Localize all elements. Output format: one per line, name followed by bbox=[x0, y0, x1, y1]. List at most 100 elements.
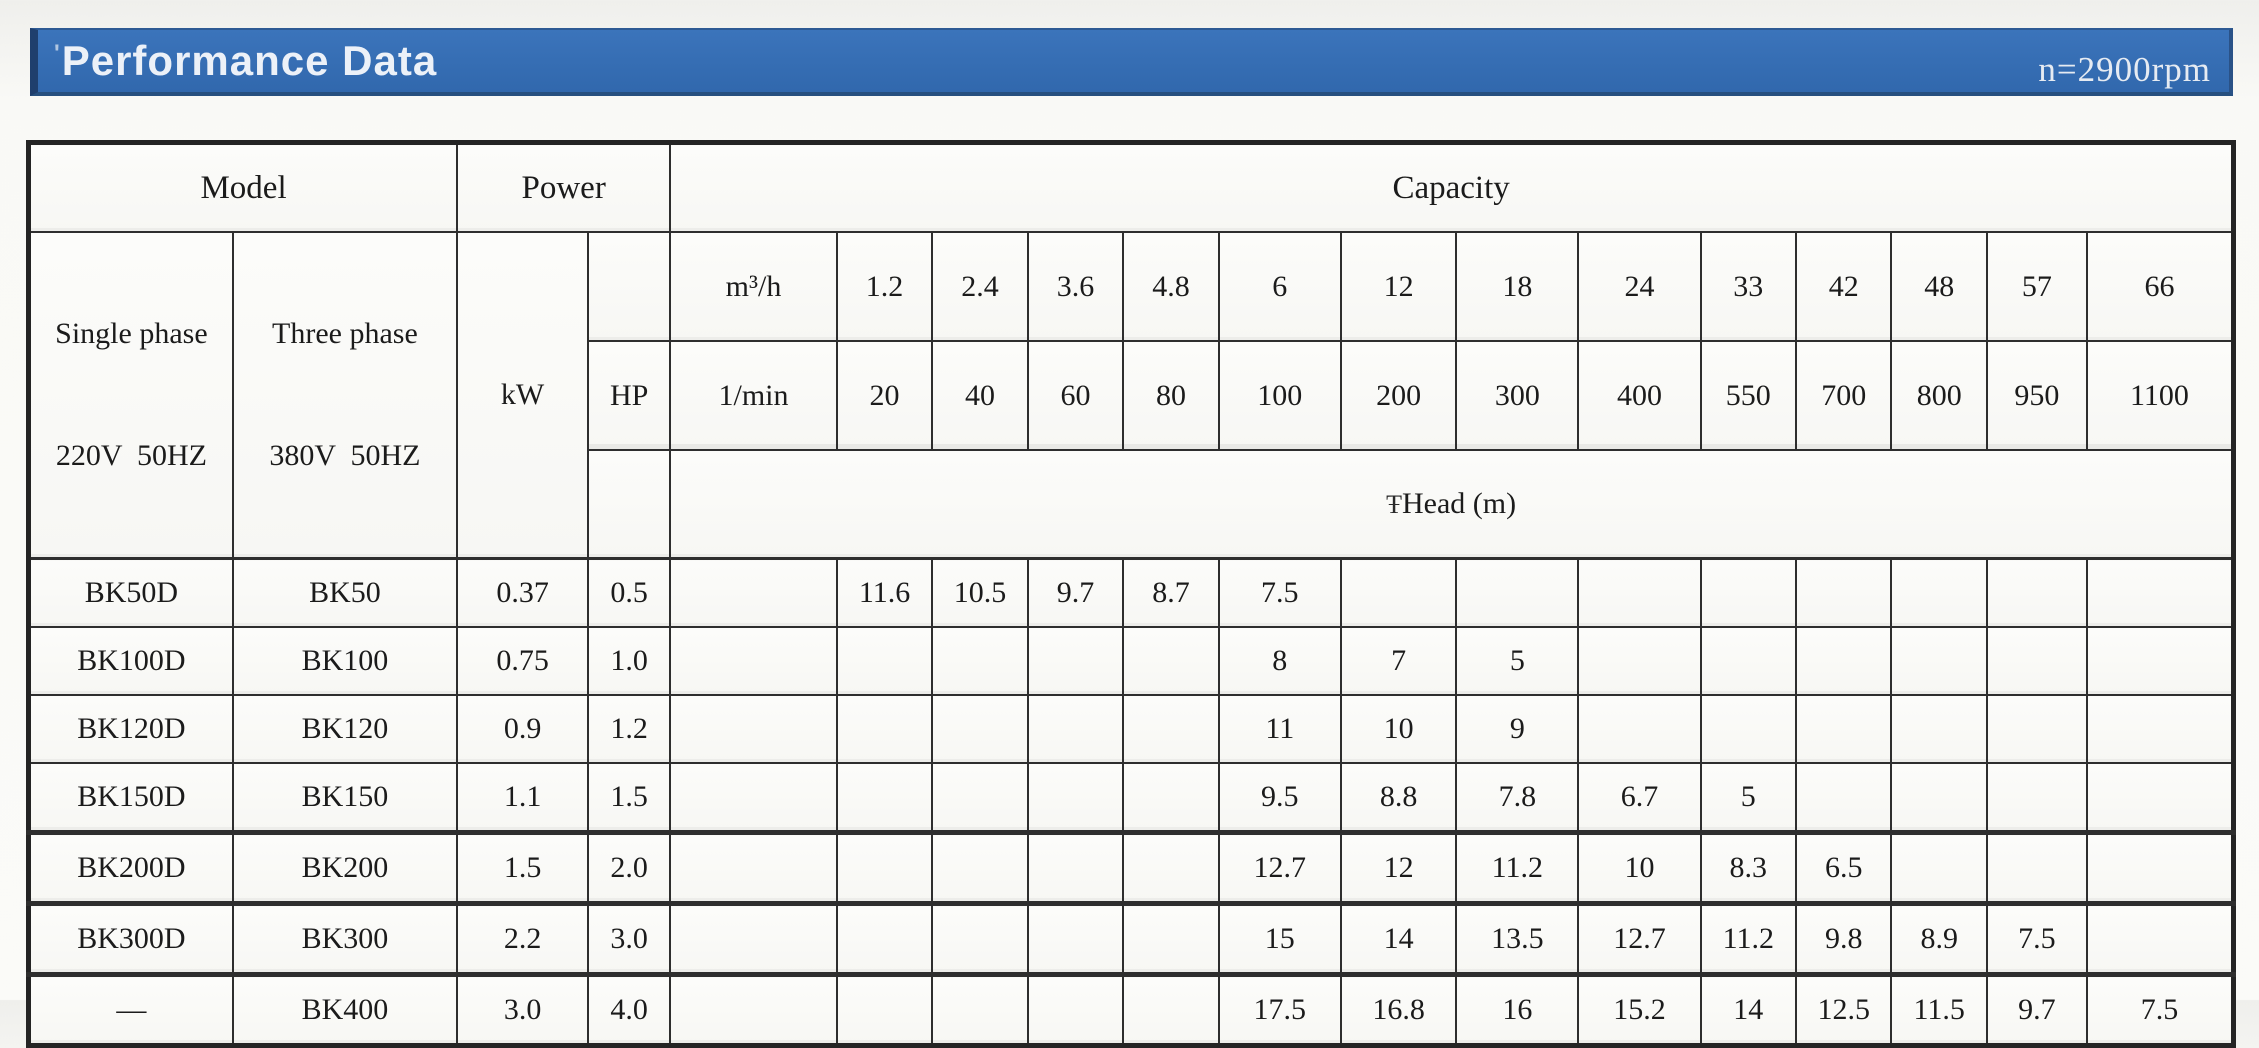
head-value-cell bbox=[931, 972, 1029, 1047]
head-value-cell bbox=[1794, 557, 1893, 628]
head-value-cell: 8.9 bbox=[1890, 901, 1988, 976]
flow-value-cell: 800 bbox=[1890, 340, 1988, 451]
head-value-cell bbox=[1985, 557, 2088, 628]
head-value-cell bbox=[2085, 557, 2235, 628]
head-value-cell: 5 bbox=[1455, 626, 1580, 696]
head-value-cell: 15.2 bbox=[1577, 972, 1702, 1047]
kw-value-cell: 0.37 bbox=[456, 557, 590, 628]
kw-value-cell: 0.75 bbox=[456, 626, 590, 696]
head-value-cell: 9.7 bbox=[1026, 557, 1125, 628]
head-value-cell: 16 bbox=[1455, 972, 1580, 1047]
model-single-cell: BK100D bbox=[27, 626, 234, 696]
head-value-cell: 12.7 bbox=[1217, 830, 1342, 905]
head-value-cell bbox=[931, 626, 1029, 696]
head-value-cell: 11.6 bbox=[835, 557, 934, 628]
flow-value-cell: 1100 bbox=[2085, 340, 2235, 451]
head-value-cell bbox=[1122, 830, 1220, 905]
head-value-cell bbox=[1026, 901, 1125, 976]
flow-value-cell: 550 bbox=[1699, 340, 1798, 451]
head-value-cell bbox=[1985, 762, 2088, 834]
kw-value-cell: 1.5 bbox=[456, 830, 590, 905]
flow-value-cell: 24 bbox=[1577, 230, 1702, 343]
head-value-cell: 7.8 bbox=[1455, 762, 1580, 834]
flow-value-cell: 300 bbox=[1455, 340, 1580, 451]
head-value-cell bbox=[1890, 830, 1988, 905]
head-value-cell bbox=[1122, 901, 1220, 976]
head-value-cell: 7 bbox=[1339, 626, 1458, 696]
three-phase-line2: 380V 50HZ bbox=[269, 438, 421, 472]
model-single-cell: BK300D bbox=[27, 901, 234, 976]
model-three-cell: BK100 bbox=[231, 626, 459, 696]
unit-spacer-cell bbox=[669, 762, 838, 834]
head-value-cell: 6.5 bbox=[1794, 830, 1893, 905]
single-phase-line1: Single phase bbox=[55, 317, 208, 350]
head-value-cell bbox=[2085, 626, 2235, 696]
model-single-cell: BK120D bbox=[27, 694, 234, 764]
head-value-cell bbox=[1985, 626, 2088, 696]
head-value-cell bbox=[1794, 694, 1893, 764]
head-value-cell bbox=[1890, 626, 1988, 696]
hp-spacer-bottom-cell bbox=[587, 448, 672, 560]
capacity-m3h-row: Single phase 220V 50HZ Three phase 380V … bbox=[27, 230, 2235, 560]
head-value-cell bbox=[1455, 557, 1580, 628]
flow-value-cell: 100 bbox=[1217, 340, 1342, 451]
head-value-cell: 14 bbox=[1339, 901, 1458, 976]
head-value-cell bbox=[1026, 830, 1125, 905]
table-row: BK200D BK200 1.5 2.0 12.7 12 11.2 10 8.3… bbox=[27, 830, 2235, 905]
unit-spacer-cell bbox=[669, 557, 838, 628]
performance-data-table: Model Power Capacity Single phase 220V 5… bbox=[26, 140, 2236, 1048]
scan-artifact-mark: ' bbox=[54, 40, 61, 67]
kw-value-cell: 3.0 bbox=[456, 972, 590, 1047]
hp-value-cell: 1.2 bbox=[587, 694, 672, 764]
head-value-cell bbox=[1122, 694, 1220, 764]
head-value-cell: 11 bbox=[1217, 694, 1342, 764]
head-value-cell: 8.3 bbox=[1699, 830, 1798, 905]
hp-value-cell: 1.0 bbox=[587, 626, 672, 696]
model-single-cell: — bbox=[27, 972, 234, 1047]
flow-value-cell: 6 bbox=[1217, 230, 1342, 343]
model-three-cell: BK200 bbox=[231, 830, 459, 905]
head-value-cell bbox=[1699, 626, 1798, 696]
model-single-cell: BK150D bbox=[27, 762, 234, 834]
model-header-cell: Model bbox=[27, 141, 459, 233]
model-single-cell: BK200D bbox=[27, 830, 234, 905]
model-three-cell: BK300 bbox=[231, 901, 459, 976]
model-three-cell: BK50 bbox=[231, 557, 459, 628]
head-value-cell bbox=[835, 972, 934, 1047]
flow-value-cell: 12 bbox=[1339, 230, 1458, 343]
head-value-cell bbox=[1026, 762, 1125, 834]
flow-value-cell: 2.4 bbox=[931, 230, 1029, 343]
section-title-banner: 'Performance Data n=2900rpm bbox=[30, 28, 2233, 96]
table-header-row: Model Power Capacity bbox=[27, 141, 2235, 233]
head-value-cell: 15 bbox=[1217, 901, 1342, 976]
single-phase-header-cell: Single phase 220V 50HZ bbox=[27, 231, 234, 560]
flow-value-cell: 33 bbox=[1699, 230, 1798, 343]
head-value-cell: 9 bbox=[1455, 694, 1580, 764]
head-value-cell: 5 bbox=[1699, 762, 1798, 834]
flow-value-cell: 3.6 bbox=[1026, 230, 1125, 343]
head-value-cell: 17.5 bbox=[1217, 972, 1342, 1047]
hp-unit-cell: HP bbox=[587, 340, 672, 451]
head-value-cell bbox=[1577, 557, 1702, 628]
head-value-cell: 7.5 bbox=[2085, 972, 2235, 1047]
head-value-cell bbox=[1890, 557, 1988, 628]
page-title-text: Performance Data bbox=[61, 37, 438, 84]
flow-value-cell: 48 bbox=[1890, 230, 1988, 343]
model-three-cell: BK400 bbox=[231, 972, 459, 1047]
flow-value-cell: 18 bbox=[1455, 230, 1580, 343]
head-value-cell bbox=[835, 762, 934, 834]
flow-value-cell: 700 bbox=[1794, 340, 1893, 451]
head-value-cell bbox=[931, 901, 1029, 976]
rpm-note: n=2900rpm bbox=[2038, 50, 2211, 89]
head-value-cell: 8.7 bbox=[1122, 557, 1220, 628]
head-value-cell bbox=[1026, 972, 1125, 1047]
flow-value-cell: 60 bbox=[1026, 340, 1125, 451]
kw-value-cell: 1.1 bbox=[456, 762, 590, 834]
capacity-lmin-row: HP 1/min 20 40 60 80 100 200 300 400 550… bbox=[29, 340, 2235, 451]
flow-value-cell: 4.8 bbox=[1122, 230, 1220, 343]
head-value-cell: 14 bbox=[1699, 972, 1798, 1047]
head-value-cell bbox=[835, 694, 934, 764]
head-value-cell bbox=[931, 762, 1029, 834]
head-value-cell bbox=[1577, 694, 1702, 764]
head-value-cell bbox=[835, 830, 934, 905]
